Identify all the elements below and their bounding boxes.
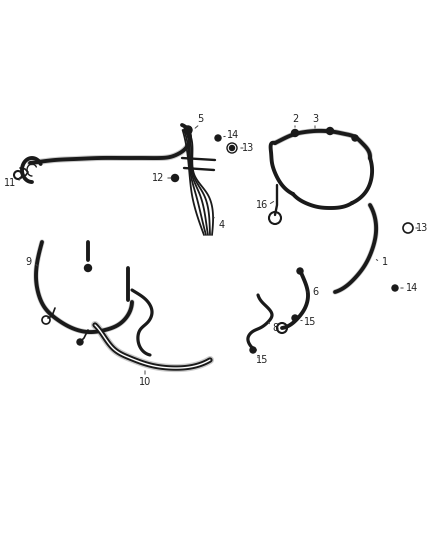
Circle shape <box>392 285 398 291</box>
Circle shape <box>297 268 303 274</box>
Text: 6: 6 <box>312 287 318 297</box>
Text: 1: 1 <box>382 257 388 267</box>
Circle shape <box>292 315 298 321</box>
Text: 15: 15 <box>304 317 316 327</box>
Text: 2: 2 <box>292 114 298 124</box>
Circle shape <box>352 135 358 141</box>
Circle shape <box>85 264 92 271</box>
Circle shape <box>250 347 256 353</box>
Text: 12: 12 <box>152 173 164 183</box>
Text: 10: 10 <box>139 377 151 387</box>
Circle shape <box>184 126 192 134</box>
Text: 16: 16 <box>256 200 268 210</box>
Text: 13: 13 <box>242 143 254 153</box>
Text: 8: 8 <box>272 323 278 333</box>
Text: 11: 11 <box>4 178 16 188</box>
Circle shape <box>172 174 179 182</box>
Text: 4: 4 <box>219 220 225 230</box>
Circle shape <box>326 127 333 134</box>
Text: 15: 15 <box>256 355 268 365</box>
Circle shape <box>215 135 221 141</box>
Text: 5: 5 <box>197 114 203 124</box>
Text: 14: 14 <box>227 130 239 140</box>
Circle shape <box>77 339 83 345</box>
Text: 9: 9 <box>25 257 31 267</box>
Text: 13: 13 <box>416 223 428 233</box>
Circle shape <box>292 130 299 136</box>
Circle shape <box>230 146 234 150</box>
Text: 3: 3 <box>312 114 318 124</box>
Text: 14: 14 <box>406 283 418 293</box>
